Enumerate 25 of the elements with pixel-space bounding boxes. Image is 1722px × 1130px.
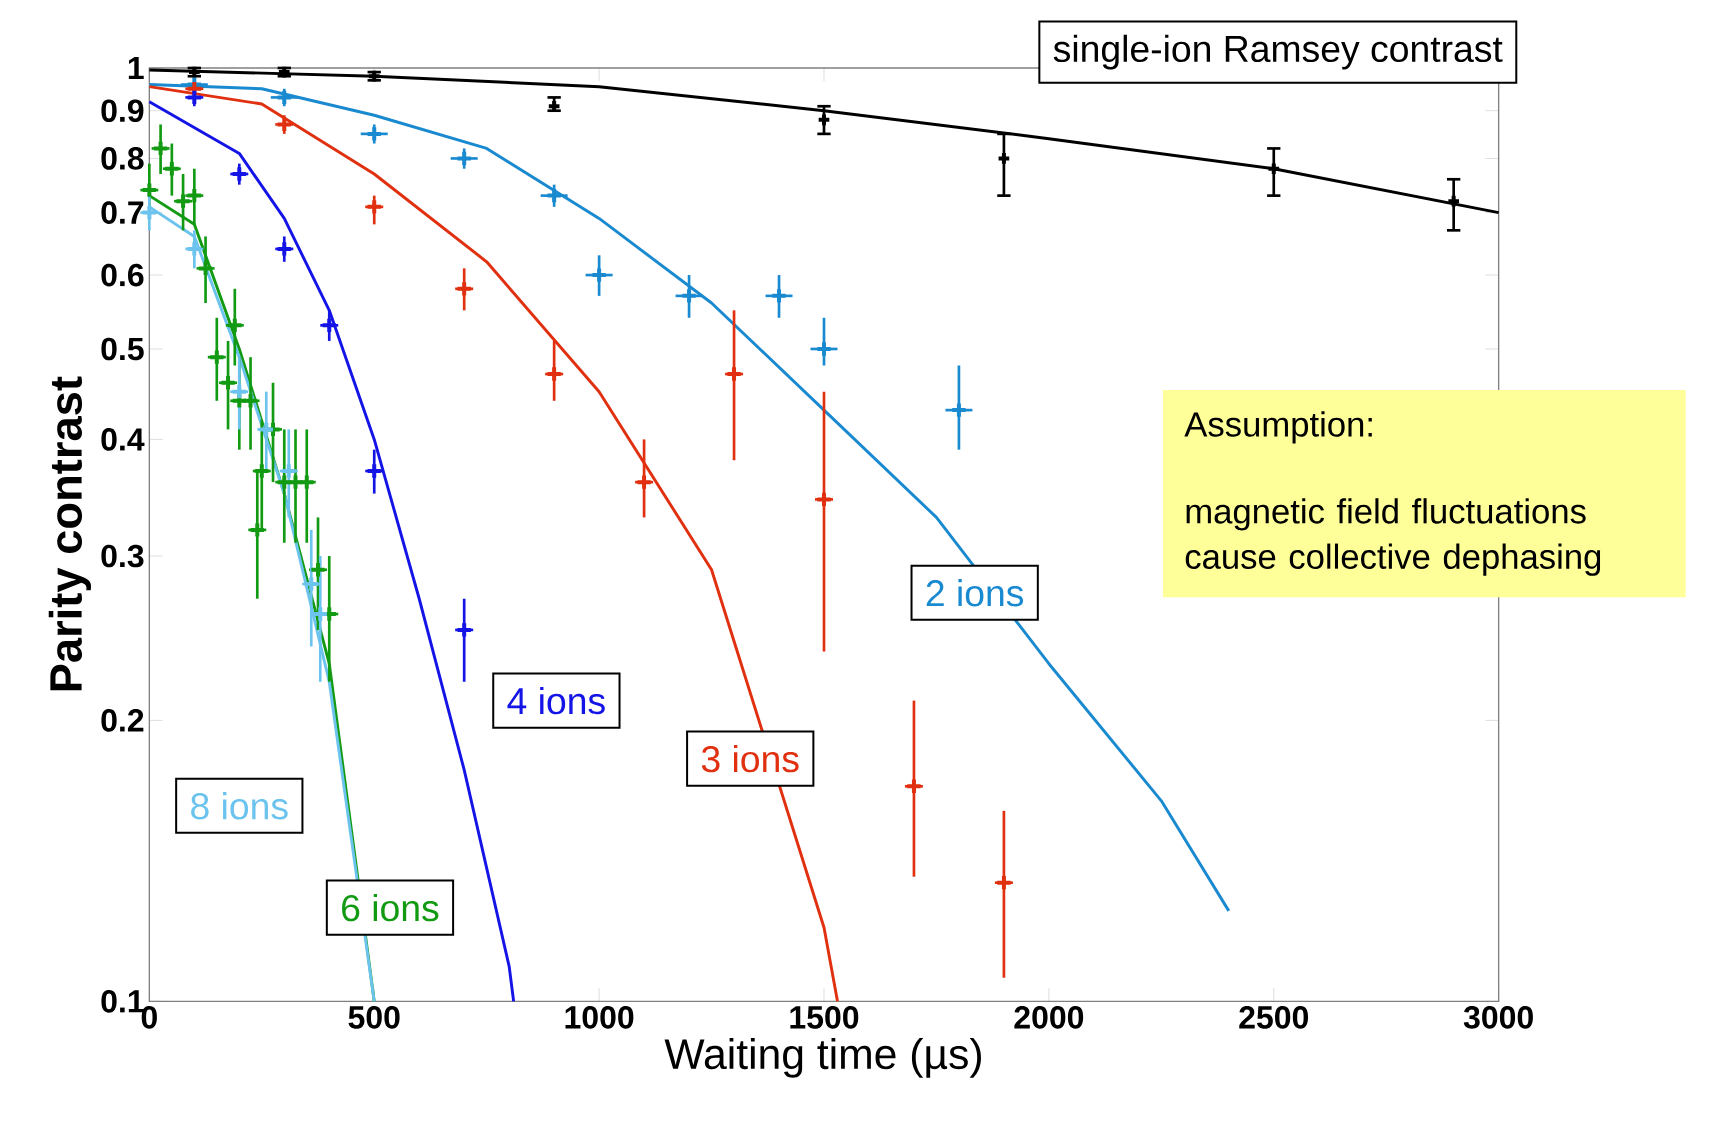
x-tick-label: 1500	[790, 1006, 859, 1029]
annotation: magnetic field fluctuations cause collective dephasing	[1185, 498, 1601, 576]
text: 8 ions	[191, 792, 288, 820]
text: single-ion Ramsey contrast	[1053, 34, 1503, 70]
x-tick-label: 2500	[1239, 1006, 1309, 1029]
x-tick-label: 500	[348, 1006, 400, 1029]
text: 3 ions	[701, 744, 799, 773]
y-tick-label: 1	[128, 56, 144, 79]
text: 6 ions	[342, 893, 439, 922]
y-tick-label: 0.2	[101, 709, 144, 732]
y-tick-label: 0.4	[101, 428, 145, 451]
annotation: Assumption:	[1184, 411, 1372, 444]
x-axis-title: Waiting time (µs)	[664, 1037, 981, 1078]
series-label: 4 ions	[507, 686, 605, 715]
x-tick-label: 3000	[1463, 1006, 1533, 1029]
y-tick-label: 0.7	[101, 201, 144, 224]
text: 2 ions	[926, 579, 1024, 607]
y-tick-label: 0.8	[101, 147, 144, 170]
y-tick-label: 0.6	[101, 263, 144, 287]
x-tick-label: 1000	[565, 1006, 634, 1029]
y-tick-label: 0.5	[101, 337, 144, 361]
y-tick-label: 0.9	[101, 99, 144, 123]
y-tick-label: 0.3	[101, 544, 144, 568]
x-tick-label: 2000	[1014, 1006, 1084, 1029]
y-axis-title: Parity contrast	[48, 376, 91, 691]
